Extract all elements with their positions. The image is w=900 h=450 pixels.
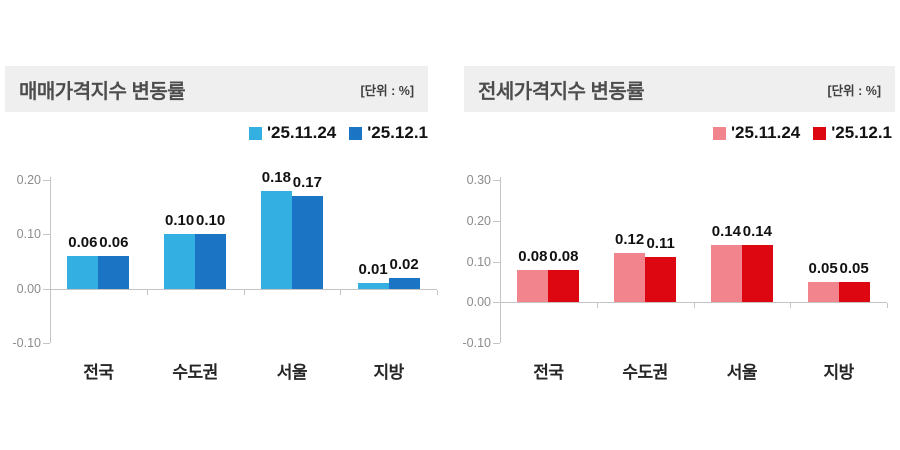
x-axis-tick xyxy=(790,303,792,309)
chart-title-bar: 매매가격지수 변동률 [단위 : %] xyxy=(5,66,428,112)
zero-baseline xyxy=(50,288,437,290)
unit-label: [단위 : %] xyxy=(827,83,881,98)
legend-item: '25.11.24 xyxy=(712,123,801,143)
legend-item: '25.12.1 xyxy=(349,123,428,143)
legend-swatch-icon xyxy=(813,126,827,140)
category-label: 수도권 xyxy=(622,363,668,382)
bar xyxy=(807,281,839,303)
y-axis-tick xyxy=(493,220,500,222)
category-label: 서울 xyxy=(276,363,308,382)
bar xyxy=(195,234,227,289)
bar xyxy=(517,269,549,303)
y-axis-tick xyxy=(43,234,50,236)
plot-area: 0.30 0.20 0.10 0.00 -0.10 0.08 0.08 전국 0.12 0.11 수… xyxy=(450,160,900,410)
bar xyxy=(67,256,99,289)
legend-item: '25.11.24 xyxy=(248,123,337,143)
category-label: 전국 xyxy=(533,363,564,382)
y-tick-label: -0.10 xyxy=(462,336,492,350)
y-axis-tick xyxy=(493,343,500,344)
y-axis-tick xyxy=(493,302,500,304)
bar xyxy=(291,196,323,289)
bar xyxy=(164,234,196,289)
legend-label: '25.12.1 xyxy=(367,123,428,142)
category-label: 수도권 xyxy=(172,363,218,382)
y-tick-label: 0.20 xyxy=(466,213,491,228)
bar xyxy=(260,190,292,289)
x-axis-tick xyxy=(596,303,598,309)
bar-value-label: 0.17 xyxy=(292,174,322,192)
bar xyxy=(357,283,389,289)
bar-value-label: 0.10 xyxy=(165,212,195,230)
x-axis-tick xyxy=(437,289,438,295)
bar-value-label: 0.06 xyxy=(99,234,129,252)
y-axis-tick xyxy=(43,180,50,181)
x-axis-tick xyxy=(887,303,888,309)
legend-label: '25.11.24 xyxy=(266,123,337,142)
bar-value-label: 0.05 xyxy=(839,259,869,277)
category-label: 서울 xyxy=(726,363,758,382)
y-axis-tick xyxy=(493,261,500,263)
bar xyxy=(614,253,646,303)
bar-value-label: 0.11 xyxy=(646,235,675,253)
bar-value-label: 0.14 xyxy=(742,223,772,241)
legend-label: '25.11.24 xyxy=(730,123,801,142)
category-label: 지방 xyxy=(823,363,854,382)
legend-swatch-icon xyxy=(248,126,262,140)
legend-swatch-icon xyxy=(712,126,726,140)
bar-value-label: 0.08 xyxy=(518,247,548,265)
bar-value-label: 0.08 xyxy=(549,247,579,265)
bar-value-label: 0.01 xyxy=(358,261,388,279)
jeonse-price-chart-panel: 전세가격지수 변동률 [단위 : %] '25.11.24 '25.12.1 0… xyxy=(450,0,900,450)
bar-value-label: 0.12 xyxy=(615,231,645,249)
legend-label: '25.12.1 xyxy=(831,123,892,142)
y-axis-line xyxy=(500,177,501,343)
chart-title: 전세가격지수 변동률 xyxy=(478,80,645,103)
legend-swatch-icon xyxy=(349,126,363,140)
y-tick-label: -0.10 xyxy=(12,336,42,350)
x-axis-tick xyxy=(243,289,245,295)
x-axis-tick xyxy=(146,289,148,295)
x-axis-tick xyxy=(340,289,342,295)
unit-label: [단위 : %] xyxy=(360,83,414,98)
y-tick-label: 0.20 xyxy=(16,173,41,187)
x-axis-tick xyxy=(693,303,695,309)
bar xyxy=(98,256,130,289)
bar-value-label: 0.18 xyxy=(261,168,291,186)
bar-value-label: 0.14 xyxy=(711,223,741,241)
y-axis-tick xyxy=(43,343,50,344)
legend: '25.11.24 '25.12.1 xyxy=(450,122,892,144)
y-tick-label: 0.30 xyxy=(466,173,491,187)
y-tick-label: 0.00 xyxy=(16,281,41,296)
plot-area: 0.20 0.10 0.00 -0.10 0.06 0.06 전국 0.10 0.10 수도권 0.… xyxy=(0,160,450,410)
category-label: 지방 xyxy=(373,363,404,382)
bar xyxy=(741,245,773,303)
zero-baseline xyxy=(500,302,887,304)
bar-value-label: 0.02 xyxy=(389,255,419,273)
bar-value-label: 0.05 xyxy=(808,259,838,277)
category-label: 전국 xyxy=(83,363,114,382)
bar-value-label: 0.06 xyxy=(68,234,98,252)
y-axis-tick xyxy=(493,180,500,181)
bar xyxy=(388,277,420,289)
y-tick-label: 0.00 xyxy=(466,295,491,310)
bar xyxy=(645,257,677,303)
y-axis-tick xyxy=(43,288,50,290)
y-tick-label: 0.10 xyxy=(466,254,491,269)
sales-price-chart-panel: 매매가격지수 변동률 [단위 : %] '25.11.24 '25.12.1 0… xyxy=(0,66,450,410)
legend-item: '25.12.1 xyxy=(813,123,892,143)
y-axis-line xyxy=(50,177,51,343)
chart-title: 매매가격지수 변동률 xyxy=(19,80,186,103)
y-tick-label: 0.10 xyxy=(16,227,41,242)
bar-value-label: 0.10 xyxy=(196,212,226,230)
bar xyxy=(710,245,742,303)
bar xyxy=(548,269,580,303)
chart-title-bar: 전세가격지수 변동률 [단위 : %] xyxy=(464,66,895,112)
bar xyxy=(838,281,870,303)
legend: '25.11.24 '25.12.1 xyxy=(0,122,428,144)
